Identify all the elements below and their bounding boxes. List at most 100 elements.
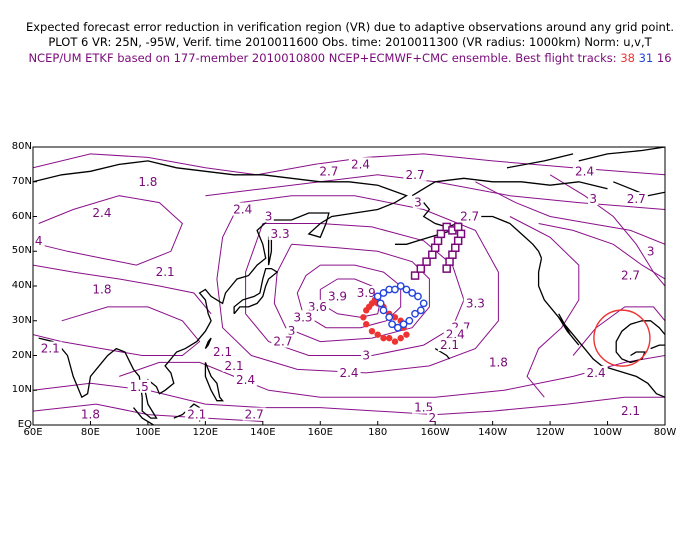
- contour-label-mask: [222, 358, 246, 372]
- track-legend-31: 31: [634, 51, 654, 65]
- lat-label: 70N: [11, 175, 32, 187]
- track-31-point: [399, 320, 408, 329]
- track-16-point: [430, 243, 440, 253]
- axis-ticks: [32, 146, 666, 426]
- contour-line: [572, 306, 665, 356]
- contour-label-mask: [618, 268, 643, 282]
- contour-label-text: 2.4: [236, 373, 255, 387]
- contour-label-text: 1.8: [92, 282, 111, 296]
- contour-label-mask: [645, 244, 656, 258]
- track-16-point: [428, 250, 437, 259]
- contour-label: 3.3: [268, 226, 292, 241]
- contour-label-text: 2.4: [351, 157, 370, 171]
- contour-label-text: 3: [414, 196, 422, 210]
- contour-label-text: 2.1: [213, 345, 232, 359]
- contour-label-text: 2.7: [319, 164, 338, 178]
- contour-label-text: 3: [589, 192, 597, 206]
- track-31-point: [416, 306, 425, 315]
- lon-label: 180: [368, 427, 388, 438]
- flight-tracks: [360, 222, 466, 345]
- track-31-point: [379, 289, 388, 297]
- coastline: [33, 160, 409, 419]
- track-31-point: [402, 285, 411, 294]
- coastline: [615, 320, 665, 364]
- contour-line: [119, 355, 665, 398]
- track-31-point: [388, 320, 396, 329]
- contour-ring: [319, 278, 382, 318]
- track-31-point: [405, 316, 414, 325]
- track-31-point: [408, 289, 417, 297]
- contour-label-mask: [127, 379, 151, 393]
- contour-label: 1.8: [78, 407, 103, 422]
- coastline: [411, 177, 608, 197]
- contour-label-mask: [427, 411, 438, 425]
- track-31-point: [393, 323, 402, 332]
- contour-label: 2.4: [233, 372, 258, 387]
- contour-label-mask: [486, 355, 510, 369]
- lat-label: 30N: [11, 314, 32, 326]
- contour-line: [549, 174, 665, 287]
- contour-label: 2.1: [618, 404, 643, 418]
- contour-label-mask: [587, 192, 599, 206]
- contour-label-text: 2.4: [587, 366, 606, 380]
- track-16-point: [416, 264, 426, 273]
- coastline: [204, 362, 224, 402]
- track-38-point: [380, 334, 387, 342]
- contour-label: 2.4: [584, 365, 608, 380]
- contour-line: [509, 216, 580, 398]
- contour-label-text: 3.3: [466, 296, 485, 310]
- contour-label: 1.8: [90, 282, 114, 296]
- track-38-point: [360, 314, 367, 321]
- contour-label-mask: [33, 233, 45, 247]
- contour-label-text: 1.5: [130, 380, 149, 394]
- contour-label: 2.7: [624, 192, 648, 206]
- contour-label-text: 3: [265, 210, 273, 224]
- contour-label-text: 2.1: [225, 359, 244, 373]
- contour-label-text: 3.3: [271, 227, 290, 241]
- contour-line: [33, 264, 212, 315]
- lon-label: 100E: [135, 427, 161, 438]
- contour-label-mask: [572, 164, 597, 178]
- lon-label: 80E: [80, 427, 100, 438]
- lat-label: 40N: [11, 280, 32, 291]
- contour-label-text: 1.8: [489, 355, 508, 369]
- track-16-point: [410, 271, 420, 280]
- track-31-point: [379, 306, 388, 315]
- contour-labels: 1.82.41.42.11.82.1 2.12.12.41.51.8 2.1 2.72…: [33, 157, 656, 425]
- coastline: [578, 147, 665, 162]
- contour-label: 2: [427, 411, 438, 425]
- contour-label: 2.7: [618, 268, 643, 283]
- contour-label-text: 3.3: [293, 310, 312, 324]
- track-31-point: [391, 285, 399, 294]
- contour-label-text: 3.9: [357, 286, 376, 300]
- lon-label: 60E: [23, 427, 43, 438]
- contour-label: 2.7: [271, 334, 295, 349]
- contour-ring: [216, 195, 499, 374]
- contour-label-mask: [185, 407, 209, 421]
- contour-label-text: 2.7: [460, 210, 479, 224]
- contour-label-text: 2.7: [621, 269, 640, 283]
- contour-label-mask: [286, 324, 297, 338]
- track-38-point: [397, 334, 404, 342]
- contour-label: 3.9: [325, 289, 350, 303]
- verification-region: [593, 309, 651, 367]
- contour-label-mask: [463, 296, 487, 310]
- contour-label-mask: [443, 327, 467, 341]
- contour-label: 2.7: [242, 407, 266, 422]
- track-38-point: [368, 327, 376, 335]
- track-16-point: [453, 236, 463, 246]
- track-16-point: [442, 264, 451, 273]
- contour-label-text: 3: [647, 244, 655, 258]
- lat-label: EQ: [17, 419, 32, 430]
- track-31-point: [411, 309, 419, 318]
- contour-label-mask: [348, 157, 373, 171]
- contour-label-mask: [584, 365, 608, 379]
- contour-line: [538, 223, 665, 280]
- contour-label: 2.7: [317, 164, 341, 178]
- contour-label: 2.1: [222, 358, 246, 373]
- contour-label: 2.7: [458, 209, 482, 224]
- lat-label: 20N: [11, 349, 32, 361]
- contour-label-text: 2.4: [233, 203, 252, 217]
- contour-line: [475, 181, 665, 245]
